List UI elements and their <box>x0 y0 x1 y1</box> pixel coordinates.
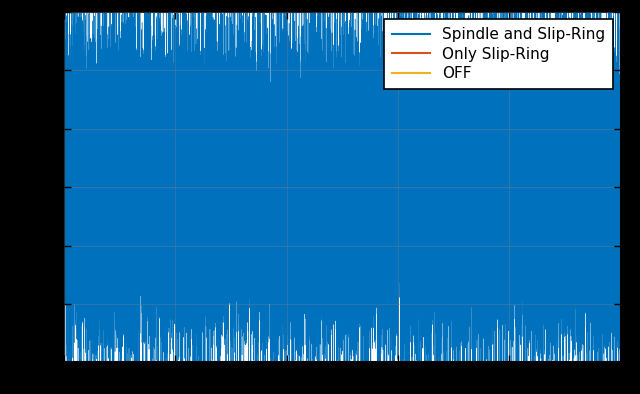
Spindle and Slip-Ring <box>60 51 68 56</box>
OFF <box>274 192 282 197</box>
Only Slip-Ring <box>396 180 403 184</box>
OFF <box>295 137 303 141</box>
Only Slip-Ring <box>464 204 472 209</box>
Line: OFF: OFF <box>64 139 621 195</box>
OFF <box>60 168 68 173</box>
Only Slip-Ring <box>194 164 202 169</box>
Spindle and Slip-Ring <box>273 245 281 249</box>
Only Slip-Ring <box>474 174 481 178</box>
Line: Only Slip-Ring: Only Slip-Ring <box>64 130 621 206</box>
OFF <box>617 168 625 173</box>
Line: Spindle and Slip-Ring: Spindle and Slip-Ring <box>64 0 621 394</box>
Spindle and Slip-Ring <box>617 280 625 284</box>
OFF <box>273 158 281 162</box>
OFF <box>194 171 202 176</box>
Spindle and Slip-Ring <box>474 318 481 322</box>
Only Slip-Ring <box>60 177 68 182</box>
OFF <box>98 173 106 178</box>
OFF <box>396 159 403 164</box>
Only Slip-Ring <box>362 151 370 156</box>
Spindle and Slip-Ring <box>194 110 202 115</box>
Only Slip-Ring <box>273 158 281 163</box>
OFF <box>474 164 481 168</box>
OFF <box>362 168 370 173</box>
Spindle and Slip-Ring <box>396 215 403 220</box>
Spindle and Slip-Ring <box>98 178 106 183</box>
Only Slip-Ring <box>459 128 467 132</box>
Spindle and Slip-Ring <box>362 139 370 144</box>
Only Slip-Ring <box>617 177 625 182</box>
Legend: Spindle and Slip-Ring, Only Slip-Ring, OFF: Spindle and Slip-Ring, Only Slip-Ring, O… <box>385 19 613 89</box>
Only Slip-Ring <box>98 151 106 155</box>
